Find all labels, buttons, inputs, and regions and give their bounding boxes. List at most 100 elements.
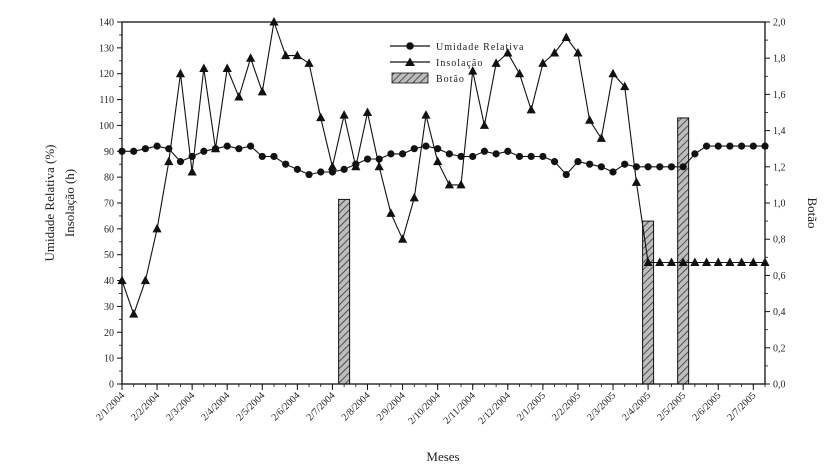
x-tick-label: 2/4/2005 [620,390,653,423]
insolacao-point [549,48,560,57]
botao-bar [338,198,351,385]
umidade-point [586,160,594,168]
umidade-point [667,163,676,171]
right-tick-label: 1,6 [773,90,786,101]
left-tick-label: 20 [104,328,114,339]
legend-marker-triangle [405,57,415,66]
insolacao-point [199,63,209,73]
legend: Umidade Relativa Insolação Botão [390,42,523,85]
insolacao-point [468,66,478,75]
umidade-point [130,147,138,155]
umidade-point [398,150,407,158]
umidade-point [410,145,418,153]
right-tick-label: 2,0 [773,18,786,29]
left-tick-label: 50 [104,250,114,261]
umidade-point [527,152,535,161]
umidade-point [422,142,430,150]
insolacao-point [386,208,396,217]
insolacao-point [701,257,712,266]
left-tick-label: 60 [104,224,114,235]
x-tick-label: 2/11/2004 [442,390,478,426]
right-tick-label: 0,6 [773,271,786,282]
insolacao-point [351,161,361,171]
umidade-point [480,147,489,155]
left-tick-label: 140 [99,18,114,29]
left-tick-label: 100 [99,121,114,132]
umidade-point [235,145,243,153]
left-tick-label: 40 [104,276,114,287]
x-tick-label: 2/12/2004 [476,390,512,426]
x-axis: 2/1/2004 2/2/2004 2/3/2004 2/4/2004 2/5/2004… [94,384,766,427]
insolacao-point [713,257,723,266]
insolacao-point [339,110,349,119]
right-axis: 0,0 0,2 0,4 0,6 0,8 1,0 1,2 1,4 1,6 1,8 2,0 [765,18,786,391]
insolacao-point [456,179,466,189]
bars-layer [338,117,690,385]
left-tick-label: 130 [99,43,114,54]
insolacao-point [397,234,408,243]
insolacao-point [538,58,548,67]
umidade-point [457,152,465,161]
insolacao-point [690,257,700,266]
umidade-point [574,158,582,166]
insolacao-point [585,115,595,124]
x-tick-label: 2/5/2004 [234,390,267,423]
insolacao-point [737,257,747,266]
umidade-point [738,142,746,150]
botao-bar [642,220,655,385]
left-tick-label: 70 [104,199,114,210]
umidade-point [714,142,722,150]
insolacao-point [187,166,197,176]
right-tick-label: 0,2 [773,343,786,354]
umidade-point [597,163,605,171]
y-axis-title-left: Umidade Relativa (%) Insolação (h) [42,145,77,262]
left-tick-label: 10 [104,354,114,365]
x-tick-label: 2/2/2004 [129,390,162,423]
x-tick-label: 2/5/2005 [655,390,688,423]
legend-label-insolacao: Insolação [436,58,483,69]
insolacao-point [269,17,279,26]
umidade-point [387,150,395,158]
umidade-point [562,170,570,179]
xlabel: Meses [426,449,459,464]
right-tick-label: 1,4 [773,126,786,137]
insolacao-point [362,107,373,116]
umidade-point [340,165,348,173]
left-tick-label: 120 [99,69,114,80]
umidade-point [282,160,290,168]
insolacao-point [374,161,384,171]
insolacao-point [514,68,525,78]
insolacao-point [140,275,150,285]
insolacao-point [631,177,641,186]
insolacao-point [444,179,454,189]
umidade-point [270,152,278,161]
legend-label-botao: Botão [436,74,465,85]
umidade-point [165,145,173,153]
umidade-point [539,152,547,161]
x-tick-label: 2/1/2004 [94,390,127,423]
umidade-point [679,163,687,171]
x-tick-label: 2/6/2004 [270,390,303,423]
insolacao-point [421,110,431,119]
x-tick-label: 2/7/2004 [305,390,338,423]
insolacao-point [304,58,314,67]
umidade-point [702,142,711,150]
insolacao-point [222,63,232,73]
x-tick-label: 2/8/2004 [340,390,373,423]
umidade-point [363,155,372,163]
insolacao-point [620,81,630,91]
insolacao-point [503,48,513,57]
insolacao-point [152,223,162,233]
umidade-point [469,152,477,161]
botao-bar [677,117,690,385]
markers-layer [117,17,770,318]
insolacao-point [596,133,606,142]
legend-entry-insolacao: Insolação [390,57,483,69]
insolacao-point [608,68,618,78]
left-tick-label: 80 [104,173,114,184]
umidade-point [188,152,196,161]
umidade-point [609,168,617,176]
right-tick-label: 1,0 [773,199,786,210]
insolacao-point [433,156,443,166]
